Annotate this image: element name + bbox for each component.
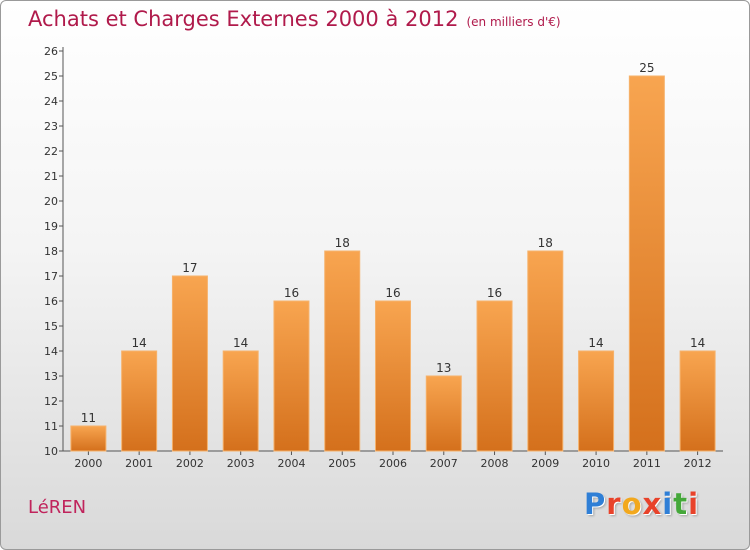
y-tick-label-15: 15 (44, 320, 58, 333)
x-tick-label-2005: 2005 (328, 457, 356, 470)
data-label-2000: 11 (81, 411, 96, 425)
x-tick-label-2000: 2000 (74, 457, 102, 470)
bar-2008 (476, 300, 513, 452)
y-tick-label-19: 19 (44, 220, 58, 233)
bar-2003 (222, 350, 259, 452)
y-tick-label-18: 18 (44, 245, 58, 258)
bar-2000 (70, 425, 107, 452)
y-tick-label-13: 13 (44, 370, 58, 383)
x-tick-label-2012: 2012 (684, 457, 712, 470)
bar-2001 (121, 350, 158, 452)
chart-bars: 11 14 17 14 16 18 16 13 16 18 14 25 14 (70, 61, 716, 452)
x-tick-label-2002: 2002 (176, 457, 204, 470)
data-label-2004: 16 (284, 286, 299, 300)
data-label-2007: 13 (436, 361, 451, 375)
chart-title: Achats et Charges Externes 2000 à 2012 (e… (28, 7, 561, 31)
y-tick-label-22: 22 (44, 145, 58, 158)
place-name: LéREN (28, 497, 87, 518)
bar-2005 (324, 250, 361, 452)
y-tick-label-21: 21 (44, 170, 58, 183)
x-tick-label-2009: 2009 (531, 457, 559, 470)
y-tick-label-25: 25 (44, 70, 58, 83)
logo-letter: r (606, 487, 622, 521)
logo-letter: P (584, 487, 607, 521)
chart-subtitle: (en milliers d'€) (466, 15, 561, 29)
data-label-2009: 18 (538, 236, 553, 250)
bar-2010 (578, 350, 615, 452)
data-label-2008: 16 (487, 286, 502, 300)
x-tick-label-2010: 2010 (582, 457, 610, 470)
x-tick-label-2004: 2004 (277, 457, 305, 470)
logo-letter: i (688, 487, 700, 521)
y-tick-label-24: 24 (44, 95, 58, 108)
proxiti-logo: Proxiti (584, 487, 699, 521)
logo-letter: o (621, 487, 643, 521)
y-tick-label-17: 17 (44, 270, 58, 283)
y-tick-label-14: 14 (44, 345, 58, 358)
logo-letter: t (673, 487, 689, 521)
data-label-2005: 18 (335, 236, 350, 250)
y-tick-label-23: 23 (44, 120, 58, 133)
bar-2006 (375, 300, 411, 452)
y-tick-label-10: 10 (44, 445, 58, 458)
data-label-2002: 17 (182, 261, 197, 275)
bar-2011 (628, 75, 665, 452)
x-tick-label-2006: 2006 (379, 457, 407, 470)
logo-letter: i (662, 487, 674, 521)
bar-2007 (425, 375, 462, 452)
data-label-2010: 14 (588, 336, 603, 350)
x-tick-label-2008: 2008 (481, 457, 509, 470)
y-tick-label-16: 16 (44, 295, 58, 308)
logo-letter: x (642, 487, 663, 521)
y-tick-label-12: 12 (44, 395, 58, 408)
bar-2004 (273, 300, 310, 452)
x-tick-label-2001: 2001 (125, 457, 153, 470)
x-tick-label-2011: 2011 (633, 457, 661, 470)
x-tick-label-2003: 2003 (227, 457, 255, 470)
chart-axes: 10 11 12 13 14 15 16 17 18 19 20 21 22 23 24 25 26 2000 20… (44, 45, 723, 470)
bar-2012 (679, 350, 716, 452)
chart-title-text: Achats et Charges Externes 2000 à 2012 (28, 7, 459, 31)
y-tick-label-26: 26 (44, 45, 58, 58)
bar-2009 (527, 250, 564, 452)
data-label-2001: 14 (132, 336, 147, 350)
data-label-2003: 14 (233, 336, 248, 350)
y-tick-label-11: 11 (44, 420, 58, 433)
data-label-2006: 16 (385, 286, 400, 300)
y-tick-label-20: 20 (44, 195, 58, 208)
data-label-2012: 14 (690, 336, 705, 350)
bar-2002 (171, 275, 208, 452)
x-tick-label-2007: 2007 (430, 457, 458, 470)
data-label-2011: 25 (639, 61, 654, 75)
